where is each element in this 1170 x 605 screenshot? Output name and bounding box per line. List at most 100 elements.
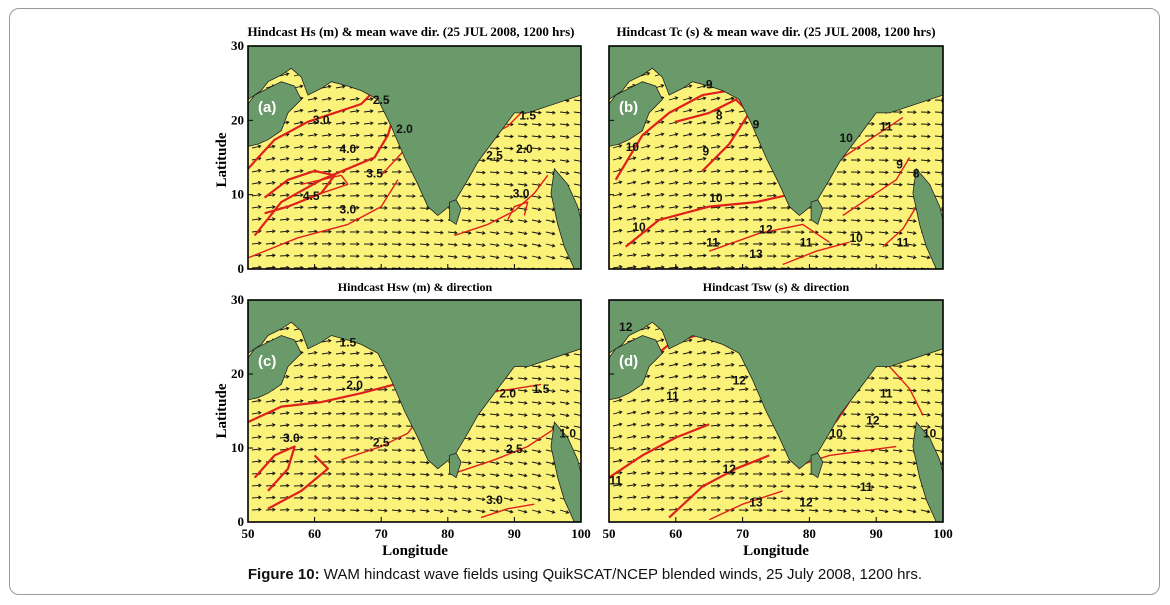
wave-arrowhead — [703, 217, 707, 222]
wave-arrowhead — [370, 460, 374, 465]
wave-arrow — [335, 146, 345, 149]
wave-arrowhead — [913, 376, 917, 381]
contour-label: 11 — [800, 236, 813, 250]
wave-arrowhead — [688, 180, 693, 185]
wave-arrowhead — [495, 473, 500, 478]
wave-arrowhead — [482, 194, 486, 199]
wave-arrow — [293, 460, 304, 463]
wave-arrow — [808, 255, 819, 258]
wave-arrow — [724, 448, 735, 451]
wave-arrow — [265, 230, 275, 233]
wave-arrow — [503, 243, 513, 247]
wave-arrowhead — [857, 194, 861, 199]
wave-arrow — [559, 389, 569, 392]
wave-arrow — [503, 219, 513, 222]
wave-arrow — [710, 424, 720, 427]
x-tick-label: 90 — [870, 526, 883, 541]
wave-arrow — [447, 509, 457, 512]
wave-arrow — [682, 85, 692, 89]
wave-arrowhead — [369, 97, 374, 101]
wave-arrowhead — [801, 218, 805, 222]
wave-arrowhead — [674, 192, 679, 197]
wave-arrowhead — [384, 206, 388, 210]
wave-arrowhead — [674, 144, 679, 149]
wave-arrowhead — [899, 122, 903, 127]
wave-arrowhead — [313, 375, 318, 379]
wave-arrowhead — [745, 471, 749, 476]
wave-arrowhead — [566, 110, 570, 115]
wave-arrowhead — [412, 206, 416, 211]
wave-arrow — [517, 461, 527, 465]
wave-arrow — [850, 437, 861, 440]
wave-arrow — [654, 472, 664, 475]
wave-arrowhead — [300, 205, 304, 210]
wave-arrowhead — [551, 255, 556, 260]
contour-label: 9 — [706, 77, 713, 91]
wave-arrowhead — [286, 253, 290, 258]
wave-arrow — [892, 437, 902, 440]
wave-arrow — [682, 182, 692, 185]
panel-label: (a) — [258, 99, 276, 116]
wave-arrowhead — [537, 509, 542, 514]
wave-arrow — [377, 497, 388, 500]
wave-arrowhead — [857, 182, 861, 187]
landmass-arabia — [609, 335, 663, 401]
wave-arrowhead — [272, 229, 276, 234]
wave-arrowhead — [565, 134, 570, 139]
wave-arrowhead — [468, 218, 472, 223]
wave-arrow — [766, 182, 777, 185]
wave-arrowhead — [702, 84, 707, 89]
wave-arrowhead — [646, 253, 651, 258]
contour-label: 2.0 — [396, 122, 413, 136]
wave-arrowhead — [646, 120, 651, 124]
wave-arrowhead — [660, 435, 665, 439]
wave-arrowhead — [370, 242, 374, 247]
wave-arrow — [517, 255, 527, 259]
wave-arrowhead — [370, 411, 374, 416]
wave-arrow — [654, 411, 664, 415]
wave-arrowhead — [426, 460, 430, 465]
wave-arrow — [724, 109, 734, 113]
wave-arrowhead — [899, 424, 903, 429]
wave-arrow — [475, 219, 485, 222]
wave-arrowhead — [702, 156, 707, 161]
wave-arrow — [363, 352, 373, 355]
wave-arrow — [696, 363, 706, 367]
wave-arrowhead — [454, 230, 458, 235]
wave-arrowhead — [857, 218, 861, 223]
wave-arrow — [850, 449, 861, 452]
wave-arrowhead — [843, 182, 847, 187]
wave-arrow — [710, 133, 720, 137]
wave-arrow — [864, 413, 875, 415]
wave-arrow — [724, 206, 735, 209]
wave-arrowhead — [899, 206, 903, 211]
wave-arrow — [696, 388, 706, 391]
wave-arrow — [363, 364, 374, 367]
wave-arrowhead — [632, 446, 637, 451]
wave-arrowhead — [551, 364, 556, 369]
wave-arrowhead — [482, 436, 486, 441]
wave-arrow — [640, 423, 650, 427]
wave-arrowhead — [716, 157, 721, 161]
wave-arrow — [475, 207, 485, 210]
wave-arrowhead — [537, 255, 542, 260]
wave-arrow — [864, 473, 874, 476]
wave-arrow — [545, 135, 555, 138]
wave-arrow — [349, 400, 360, 403]
contour-label: 3.0 — [340, 202, 357, 216]
wave-arrowhead — [899, 364, 903, 369]
wave-arrowhead — [702, 386, 707, 391]
wave-arrow — [545, 365, 555, 368]
wave-arrowhead — [675, 483, 679, 488]
figure-canvas: 2.53.02.04.03.54.53.01.52.02.53.0(a)Hind… — [214, 24, 953, 559]
wave-arrow — [906, 243, 916, 246]
wave-arrow — [878, 401, 889, 404]
wave-arrowhead — [646, 144, 651, 149]
wave-arrow — [447, 497, 457, 500]
wave-arrowhead — [717, 411, 721, 416]
wave-arrow — [738, 194, 749, 197]
wave-arrowhead — [356, 181, 360, 186]
wave-arrowhead — [660, 459, 665, 464]
wave-arrowhead — [495, 449, 500, 453]
wave-arrow — [626, 266, 636, 269]
